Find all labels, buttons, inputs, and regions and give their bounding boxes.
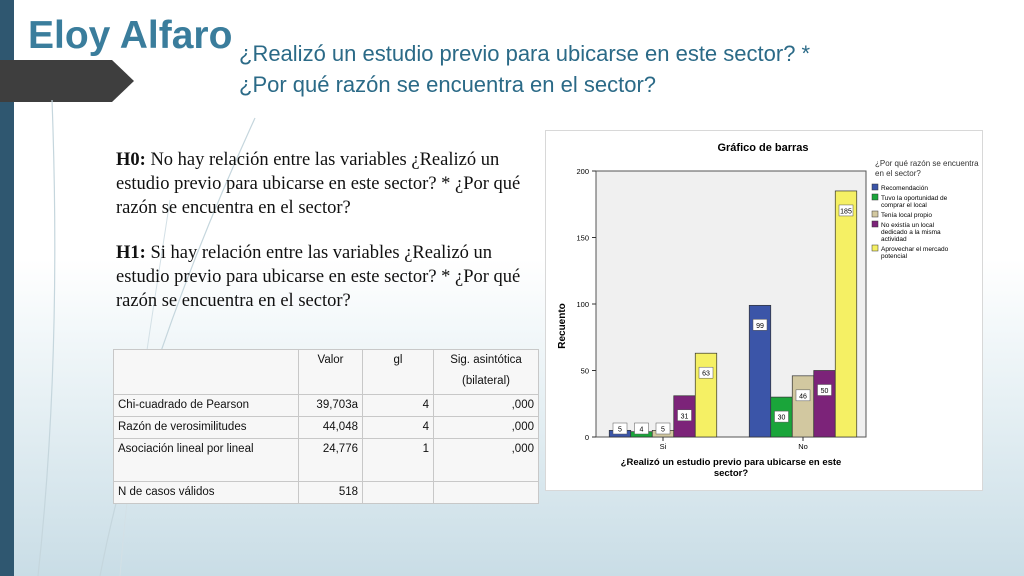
y-tick-label: 50 — [581, 367, 589, 376]
legend-label: potencial — [881, 253, 908, 260]
data-label: 63 — [702, 371, 710, 378]
legend-swatch — [871, 193, 879, 201]
table-header-cell: gl — [362, 349, 434, 395]
bar — [694, 352, 718, 438]
data-label: 30 — [778, 415, 786, 422]
bar — [791, 375, 815, 438]
table-row: Chi-cuadrado de Pearson 39,703a 4 ,000 — [113, 394, 539, 417]
data-label: 99 — [756, 323, 764, 330]
data-label: 185 — [840, 208, 852, 215]
table-cell: ,000 — [433, 394, 539, 417]
x-tick-label: No — [798, 442, 808, 451]
y-axis-label: Recuento — [557, 303, 568, 349]
subtitle-line-2: ¿Por qué razón se encuentra en el sector… — [239, 72, 657, 97]
table-cell: ,000 — [433, 416, 539, 439]
legend-label: No existía un local — [881, 222, 935, 229]
legend-title: ¿Por qué razón se encuentra — [875, 159, 979, 168]
slide-title: Eloy Alfaro — [28, 14, 233, 57]
legend-swatch — [871, 244, 879, 252]
legend-label: comprar el local — [881, 202, 927, 209]
table-cell — [433, 481, 539, 504]
h1-label: H1: — [116, 243, 146, 263]
table-header-cell: Valor — [298, 349, 363, 395]
table-cell: N de casos válidos — [113, 481, 299, 504]
x-tick-label: Si — [660, 442, 667, 451]
legend-swatch — [871, 210, 879, 218]
legend-label: actividad — [881, 236, 907, 243]
bar — [813, 370, 836, 438]
h1-paragraph: H1: Si hay relación entre las variables … — [116, 241, 526, 313]
data-label-box — [774, 410, 789, 423]
table-cell: 24,776 — [298, 438, 363, 482]
table-header-cell: Sig. asintótica (bilateral) — [433, 349, 539, 395]
hypotheses-text: H0: No hay relación entre las variables … — [116, 148, 526, 334]
data-label: 5 — [661, 427, 665, 434]
data-label-box — [698, 366, 714, 379]
data-label-box — [795, 389, 811, 402]
legend-label: Recomendación — [881, 185, 928, 192]
legend-title: en el sector? — [875, 169, 921, 178]
data-label-box — [655, 422, 671, 435]
y-tick-label: 150 — [576, 234, 589, 243]
h1-text: Si hay relación entre las variables ¿Rea… — [116, 243, 521, 311]
legend-label: Tuvo la oportunidad de — [881, 195, 948, 202]
table-cell: Asociación lineal por lineal — [113, 438, 299, 482]
data-label: 46 — [799, 393, 807, 400]
legend-label: Tenía local propio — [881, 212, 932, 219]
subtitle-line-1: ¿Realizó un estudio previo para ubicarse… — [239, 41, 811, 66]
data-label-box — [634, 422, 649, 435]
table-row: N de casos válidos 518 — [113, 481, 539, 504]
y-tick-label: 100 — [576, 300, 589, 309]
table-header-row: Valor gl Sig. asintótica (bilateral) — [113, 349, 539, 395]
table-cell: 4 — [362, 394, 434, 417]
table-header-cell — [113, 349, 299, 395]
table-row: Razón de verosimilitudes 44,048 4 ,000 — [113, 416, 539, 439]
data-label: 31 — [681, 413, 689, 420]
table-cell: 518 — [298, 481, 363, 504]
left-accent-bar — [0, 0, 14, 576]
data-label-box — [677, 409, 692, 422]
data-label-box — [752, 319, 768, 331]
y-tick-label: 200 — [576, 167, 589, 176]
table-cell: 4 — [362, 416, 434, 439]
table-cell: 39,703a — [298, 394, 363, 417]
table-cell: Chi-cuadrado de Pearson — [113, 394, 299, 417]
table-cell — [362, 481, 434, 504]
bar — [834, 190, 858, 438]
table-cell: ,000 — [433, 438, 539, 482]
h0-text: No hay relación entre las variables ¿Rea… — [116, 150, 521, 218]
h0-paragraph: H0: No hay relación entre las variables … — [116, 148, 526, 220]
data-label-box — [612, 422, 628, 435]
legend-swatch — [871, 183, 879, 191]
y-tick-label: 0 — [585, 433, 589, 442]
table-row: Asociación lineal por lineal 24,776 1 ,0… — [113, 438, 539, 482]
legend-swatch — [871, 220, 879, 228]
bar-chart-panel: Gráfico de barras 0 50 100 150 200 Recuento 5 4 5… — [545, 130, 983, 491]
bar-chart: Gráfico de barras 0 50 100 150 200 Recuento 5 4 5… — [557, 142, 979, 479]
data-label: 50 — [821, 388, 829, 395]
data-label-box — [817, 384, 832, 396]
data-label-box — [838, 204, 854, 217]
table-cell: Razón de verosimilitudes — [113, 416, 299, 439]
h0-label: H0: — [116, 150, 146, 170]
slide-subtitle: ¿Realizó un estudio previo para ubicarse… — [239, 38, 999, 100]
x-axis-label: sector? — [714, 468, 749, 479]
chi-square-table: Valor gl Sig. asintótica (bilateral) Chi… — [113, 349, 539, 504]
left-accent-tab — [0, 60, 134, 102]
data-label: 4 — [640, 427, 644, 434]
legend-label: dedicado a la misma — [881, 229, 941, 236]
table-cell: 44,048 — [298, 416, 363, 439]
bar — [748, 304, 772, 438]
chart-title: Gráfico de barras — [717, 142, 808, 154]
x-axis-label: ¿Realizó un estudio previo para ubicarse… — [621, 457, 842, 468]
legend-label: Aprovechar el mercado — [881, 246, 949, 253]
data-label: 5 — [618, 427, 622, 434]
table-cell: 1 — [362, 438, 434, 482]
